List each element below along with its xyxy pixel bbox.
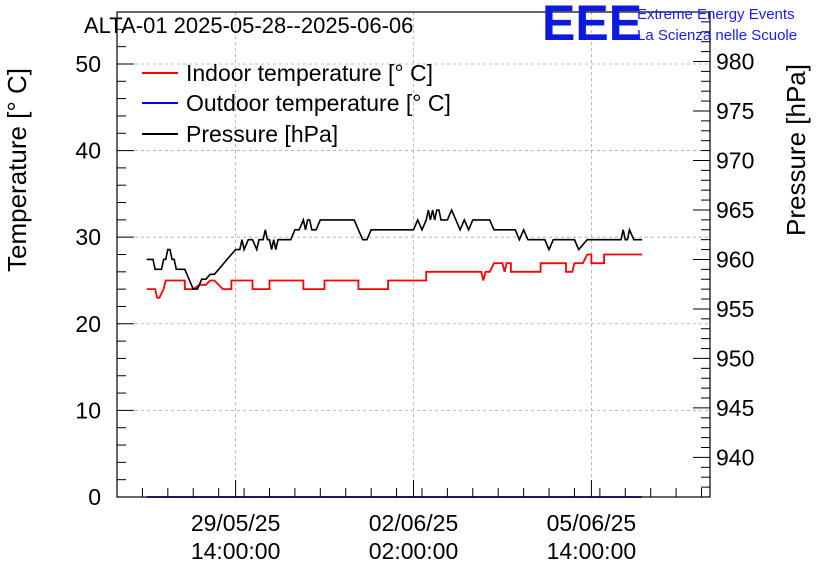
series-line-indoor-temperature [146,253,643,299]
y2-tick-label: 955 [716,296,754,322]
series-line-pressure [146,207,643,290]
y-tick-label: 20 [75,311,101,337]
x-tick-label-time: 14:00:00 [191,538,281,564]
legend-label-pressure: Pressure [hPa] [186,121,338,147]
y-tick-label: 10 [75,397,101,423]
legend-label-indoor: Indoor temperature [° C] [186,60,433,86]
y-tick-label: 30 [75,224,101,250]
y2-tick-label: 975 [716,98,754,124]
y2-tick-label: 950 [716,345,754,371]
x-tick-label-date: 29/05/25 [191,510,281,536]
y-tick-label: 0 [88,484,101,510]
legend: Indoor temperature [° C] Outdoor tempera… [142,60,451,147]
grid [117,12,710,497]
logo-line-2: La Scienza nelle Scuole [637,27,797,44]
y-axis-title-temperature: Temperature [° C] [2,68,32,272]
logo-line-1: Extreme Energy Events [637,6,795,23]
y2-axis-title-pressure: Pressure [hPa] [781,64,811,236]
y2-tick-label: 965 [716,197,754,223]
y2-tick-label: 945 [716,395,754,421]
x-tick-label-time: 14:00:00 [547,538,637,564]
x-tick-label-time: 02:00:00 [369,538,459,564]
x-tick-label-date: 05/06/25 [547,510,637,536]
series-layer [146,207,643,498]
y2-tick-label: 980 [716,48,754,74]
y2-tick-label: 940 [716,444,754,470]
chart-title: ALTA-01 2025-05-28--2025-06-06 [84,13,413,38]
x-tick-label-date: 02/06/25 [369,510,459,536]
y-tick-label: 40 [75,138,101,164]
y2-tick-label: 960 [716,246,754,272]
y-tick-label: 50 [75,51,101,77]
eee-logo: EEE Extreme Energy Events La Scienza nel… [542,0,797,51]
logo-mark: EEE [542,0,642,51]
y2-tick-label: 970 [716,147,754,173]
legend-label-outdoor: Outdoor temperature [° C] [186,90,451,116]
axes: 0 10 20 30 40 50 940 945 950 955 960 965 970 975 980 29… [75,11,754,564]
